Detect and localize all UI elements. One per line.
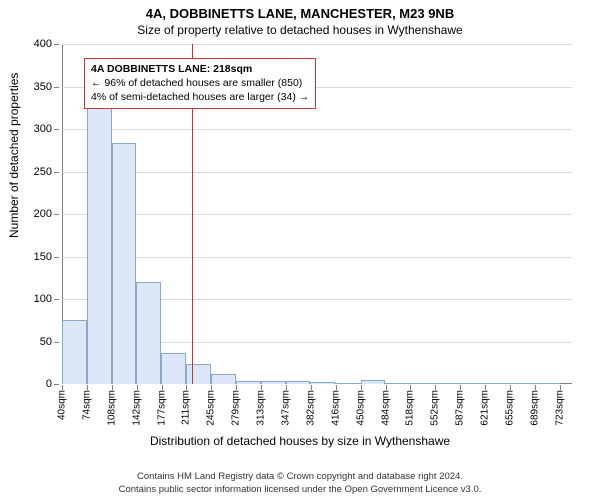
gridline xyxy=(62,129,572,130)
y-tick-label: 200 xyxy=(34,208,52,220)
x-tick-label: 211sqm xyxy=(181,390,192,425)
x-tick-label: 655sqm xyxy=(505,390,516,426)
histogram-bar xyxy=(535,383,560,384)
histogram-bar xyxy=(361,380,386,384)
x-tick-label: 382sqm xyxy=(305,390,316,426)
info-box-line1: ← 96% of detached houses are smaller (85… xyxy=(91,76,309,90)
gridline xyxy=(62,214,572,215)
y-tick xyxy=(54,44,59,45)
histogram-bar xyxy=(410,383,435,384)
x-tick-label: 40sqm xyxy=(57,390,68,420)
y-tick-label: 0 xyxy=(46,378,52,390)
x-tick-label: 689sqm xyxy=(529,390,540,426)
y-tick-label: 400 xyxy=(34,38,52,50)
y-tick xyxy=(54,172,59,173)
x-tick-label: 108sqm xyxy=(106,390,117,426)
x-tick-label: 552sqm xyxy=(430,390,441,426)
x-tick-label: 313sqm xyxy=(256,390,267,426)
x-axis-title: Distribution of detached houses by size … xyxy=(0,434,600,448)
histogram-bar xyxy=(385,383,410,384)
histogram-bar xyxy=(335,383,361,384)
x-tick-label: 518sqm xyxy=(405,390,416,426)
y-tick xyxy=(54,129,59,130)
chart-title-sub: Size of property relative to detached ho… xyxy=(0,21,600,37)
x-tick-label: 450sqm xyxy=(355,390,366,426)
x-tick-label: 347sqm xyxy=(281,390,292,426)
histogram-bar xyxy=(236,381,261,384)
y-tick xyxy=(54,299,59,300)
y-tick-label: 350 xyxy=(34,81,52,93)
x-tick-label: 245sqm xyxy=(206,390,217,426)
histogram-bar xyxy=(510,383,535,384)
histogram-bar xyxy=(435,383,461,384)
histogram-bar xyxy=(136,282,161,384)
histogram-bar xyxy=(211,374,236,384)
histogram-bar xyxy=(161,353,186,384)
histogram-bar xyxy=(112,143,137,384)
x-tick-label: 279sqm xyxy=(231,390,242,426)
chart-title-main: 4A, DOBBINETTS LANE, MANCHESTER, M23 9NB xyxy=(0,0,600,21)
x-tick-label: 484sqm xyxy=(380,390,391,426)
x-tick-label: 416sqm xyxy=(330,390,341,426)
histogram-bar xyxy=(186,364,212,384)
y-tick-label: 150 xyxy=(34,251,52,263)
y-tick xyxy=(54,342,59,343)
x-tick-label: 723sqm xyxy=(554,390,565,426)
y-tick xyxy=(54,384,59,385)
x-tick-label: 587sqm xyxy=(455,390,466,426)
x-tick-label: 177sqm xyxy=(156,390,167,426)
info-box: 4A DOBBINETTS LANE: 218sqm ← 96% of deta… xyxy=(84,58,316,109)
gridline xyxy=(62,257,572,258)
footer: Contains HM Land Registry data © Crown c… xyxy=(0,471,600,496)
x-tick-label: 621sqm xyxy=(480,390,491,426)
footer-line2: Contains public sector information licen… xyxy=(0,484,600,496)
x-tick-label: 74sqm xyxy=(81,390,92,420)
histogram-bar xyxy=(261,381,286,384)
y-tick xyxy=(54,257,59,258)
histogram-bar xyxy=(485,383,510,384)
gridline xyxy=(62,44,572,45)
histogram-bar xyxy=(62,320,87,384)
y-tick-label: 100 xyxy=(34,293,52,305)
histogram-bar xyxy=(461,383,486,384)
y-axis-title: Number of detached properties xyxy=(7,73,21,238)
y-tick xyxy=(54,214,59,215)
plot-area: 05010015020025030035040040sqm74sqm108sqm… xyxy=(62,44,572,384)
y-tick xyxy=(54,87,59,88)
y-tick-label: 300 xyxy=(34,123,52,135)
chart-container: Number of detached properties 0501001502… xyxy=(0,38,600,438)
y-tick-label: 50 xyxy=(40,336,52,348)
x-tick-label: 142sqm xyxy=(131,390,142,426)
histogram-bar xyxy=(87,106,112,384)
footer-line1: Contains HM Land Registry data © Crown c… xyxy=(0,471,600,483)
info-box-title: 4A DOBBINETTS LANE: 218sqm xyxy=(91,62,309,76)
histogram-bar xyxy=(310,382,335,384)
gridline xyxy=(62,172,572,173)
info-box-line2: 4% of semi-detached houses are larger (3… xyxy=(91,90,309,104)
y-tick-label: 250 xyxy=(34,166,52,178)
histogram-bar xyxy=(286,381,311,384)
